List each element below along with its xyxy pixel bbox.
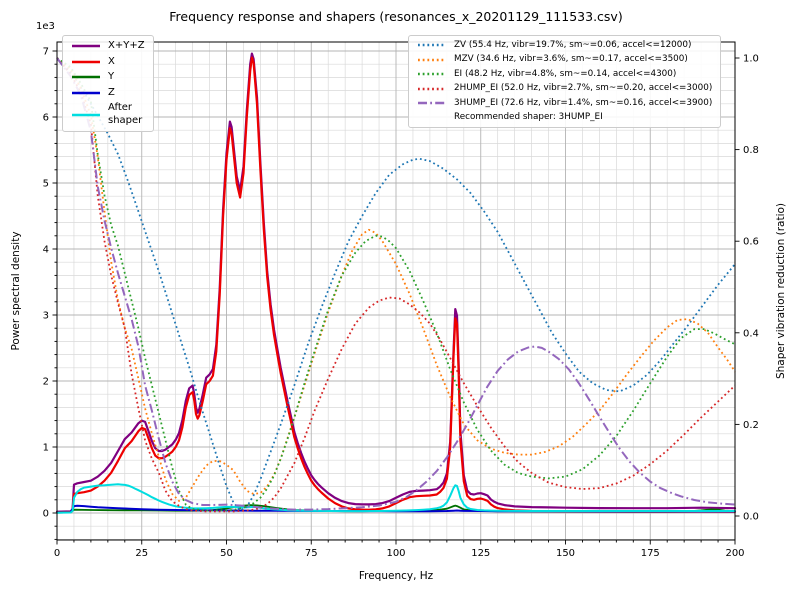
y-left-tick-label: 6 [43,113,49,124]
legend-line-swatch-icon [418,58,446,62]
legend-shapers: ZV (55.4 Hz, vibr=19.7%, sm~=0.06, accel… [408,35,722,129]
x-tick-label: 75 [305,548,318,559]
legend-item: MZV (34.6 Hz, vibr=3.6%, sm~=0.17, accel… [417,54,712,65]
legend-item-label: After shaper [108,102,143,126]
series-x [55,56,737,514]
legend-item: After shaper [71,102,145,127]
legend-line-swatch-icon [418,102,446,105]
legend-line-swatch-icon [418,73,446,76]
legend-item-label: MZV (34.6 Hz, vibr=3.6%, sm~=0.17, accel… [454,54,688,65]
y-left-tick-label: 3 [43,311,49,322]
x-tick-label: 200 [725,548,744,559]
y-right-tick-label: 0.0 [743,512,759,523]
legend-line-swatch-icon [72,76,100,79]
x-tick-label: 50 [220,548,233,559]
x-tick-label: 175 [641,548,660,559]
y-left-tick-label: 2 [43,377,49,388]
legend-item: 3HUMP_EI (72.6 Hz, vibr=1.4%, sm~=0.16, … [417,98,712,109]
x-axis-label: Frequency, Hz [358,570,434,582]
y-left-tick-label: 7 [43,47,49,58]
x-tick-labels: 0 25 50 75 100 125 150 175 200 [54,548,745,559]
data-series [55,52,737,514]
legend-line-swatch-icon [72,91,100,94]
legend-psd-curves: X+Y+Z X Y Z After shaper [62,35,154,132]
chart-title: Frequency response and shapers (resonanc… [169,9,623,24]
legend-note: Recommended shaper: 3HUMP_EI [417,112,712,123]
series-ei [56,57,736,512]
y-right-tick-label: 0.2 [743,420,759,431]
legend-item-label: ZV (55.4 Hz, vibr=19.7%, sm~=0.06, accel… [454,40,692,50]
x-tick-label: 125 [471,548,490,559]
legend-item: Y [71,71,145,84]
y-left-tick-label: 4 [43,245,49,256]
y-right-tick-label: 0.6 [743,237,759,248]
legend-item-label: 2HUMP_EI (52.0 Hz, vibr=2.7%, sm~=0.20, … [454,83,713,94]
y-axis-label-left: Power spectral density [10,231,22,351]
plot-frame [56,41,736,541]
legend-item-label: 3HUMP_EI (72.6 Hz, vibr=1.4%, sm~=0.16, … [454,97,713,108]
legend-line-swatch-icon [418,44,446,47]
legend-item-label: X [108,55,115,67]
legend-item: X+Y+Z [71,40,145,53]
legend-line-swatch-icon [72,113,100,116]
series-zv [56,57,736,512]
legend-note-label: Recommended shaper: 3HUMP_EI [454,112,603,123]
grid-minor [57,42,735,540]
legend-item-label: X+Y+Z [108,40,145,51]
legend-item: EI (48.2 Hz, vibr=4.8%, sm~=0.14, accel<… [417,69,712,80]
axis-offset-text: 1e3 [36,21,55,32]
legend-line-swatch-icon [418,87,446,91]
y-left-tick-label: 5 [43,179,49,190]
y-right-tick-label: 1.0 [743,54,759,65]
legend-line-swatch-icon [72,45,100,48]
y-left-tick-label: 0 [43,509,49,520]
legend-item-label: Y [108,71,115,82]
y-axis-label-right: Shaper vibration reduction (ratio) [775,202,787,380]
legend-item-label: EI (48.2 Hz, vibr=4.8%, sm~=0.14, accel<… [454,68,677,79]
legend-line-swatch-icon [72,60,100,63]
legend-item: 2HUMP_EI (52.0 Hz, vibr=2.7%, sm~=0.20, … [417,83,712,94]
x-tick-label: 0 [54,548,60,559]
x-tick-label: 100 [386,548,405,559]
legend-item: X [71,56,145,69]
y-right-tick-label: 0.8 [743,145,759,156]
legend-item: Z [71,87,145,100]
legend-item-label: Z [108,86,115,98]
x-tick-label: 25 [135,548,148,559]
y-right-tick-label: 0.4 [743,328,759,339]
y-left-tick-label: 1 [43,443,49,454]
x-tick-label: 150 [556,548,575,559]
legend-item: ZV (55.4 Hz, vibr=19.7%, sm~=0.06, accel… [417,40,712,51]
y-right-tick-labels: 0.0 0.2 0.4 0.6 0.8 1.0 [743,54,759,523]
series-3hump-ei [56,57,736,511]
y-left-tick-labels: 0 1 2 3 4 5 6 7 [43,47,49,520]
